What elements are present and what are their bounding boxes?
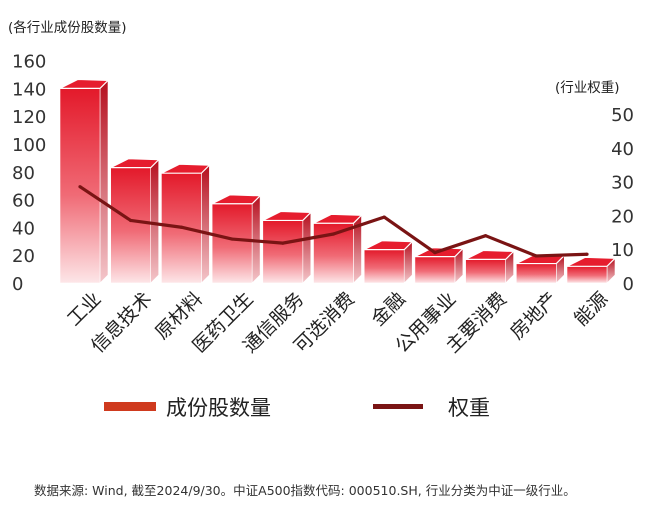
- line-point-6: [382, 215, 386, 219]
- bar-top-6: [363, 240, 414, 251]
- left-tick-3: 60: [12, 191, 35, 212]
- bar-side-2: [201, 164, 210, 284]
- bar-top-1: [110, 158, 161, 169]
- line-point-0: [78, 185, 82, 189]
- bar-front-1: [110, 167, 151, 284]
- left-tick-2: 40: [12, 218, 35, 239]
- bar-top-3: [211, 194, 262, 205]
- bar-side-1: [150, 158, 159, 284]
- bar-top-0: [59, 78, 110, 90]
- left-tick-4: 80: [12, 163, 35, 184]
- line-point-1: [129, 218, 133, 223]
- footnote: 数据来源: Wind, 截至2024/9/30。中证A500指数代码: 0005…: [34, 483, 576, 498]
- left-tick-5: 100: [12, 135, 46, 156]
- bar-8: [465, 249, 516, 284]
- bar-series: [59, 78, 617, 284]
- bar-0: [59, 78, 110, 284]
- legend-bar-label: 成份股数量: [166, 396, 271, 420]
- bar-front-9: [515, 263, 557, 284]
- legend-line-label: 权重: [448, 396, 490, 420]
- bar-top-4: [262, 210, 313, 222]
- right-tick-0: 0: [623, 274, 634, 295]
- line-point-3: [230, 237, 234, 241]
- left-tick-7: 140: [12, 79, 46, 100]
- bar-2: [161, 163, 211, 284]
- bar-front-4: [262, 220, 304, 284]
- line-point-2: [179, 225, 183, 229]
- bar-front-3: [211, 203, 253, 284]
- category-label-9: 房地产: [506, 288, 562, 344]
- line-point-10: [585, 252, 589, 256]
- bar-front-7: [414, 256, 456, 284]
- line-point-5: [331, 232, 336, 236]
- bar-3: [211, 194, 262, 284]
- bar-top-2: [161, 163, 211, 174]
- left-axis-label: (各行业成份股数量): [8, 20, 127, 36]
- right-tick-5: 50: [611, 105, 634, 126]
- bar-front-6: [363, 249, 405, 284]
- right-tick-3: 30: [611, 173, 634, 194]
- right-tick-4: 40: [611, 139, 634, 160]
- bar-top-8: [465, 249, 516, 260]
- bar-side-0: [99, 79, 109, 284]
- line-series: [78, 185, 589, 258]
- left-tick-8: 160: [12, 52, 46, 73]
- category-label-6: 金融: [367, 288, 409, 330]
- line-point-9: [534, 254, 538, 258]
- right-axis-label: (行业权重): [555, 79, 620, 96]
- line-point-4: [281, 241, 285, 245]
- bar-6: [363, 240, 414, 284]
- line-point-7: [433, 250, 437, 255]
- left-tick-0: 0: [12, 274, 23, 295]
- category-label-0: 工业: [63, 288, 105, 330]
- bar-front-5: [313, 222, 354, 284]
- bar-side-4: [302, 211, 312, 284]
- left-tick-1: 20: [12, 246, 35, 267]
- bar-top-10: [566, 256, 617, 267]
- chart: (各行业成份股数量) (行业权重) 020406080100120140160 …: [8, 20, 634, 420]
- bar-4: [262, 210, 313, 284]
- legend: 成份股数量 权重: [104, 396, 490, 420]
- bar-5: [313, 213, 363, 284]
- bar-top-5: [313, 213, 363, 224]
- right-tick-1: 10: [611, 240, 634, 261]
- right-tick-2: 20: [611, 206, 634, 227]
- bar-9: [515, 253, 566, 284]
- bar-front-10: [566, 266, 608, 284]
- line-point-8: [484, 234, 488, 238]
- left-axis-ticks: 0 20 40 60 80 100 120 140 160: [12, 52, 46, 295]
- left-tick-6: 120: [12, 107, 46, 128]
- legend-bar-swatch: [104, 402, 156, 411]
- bar-1: [110, 158, 161, 284]
- legend-line-swatch: [373, 404, 423, 409]
- bar-10: [566, 256, 617, 284]
- bar-front-8: [465, 259, 506, 284]
- category-label-10: 能源: [570, 288, 612, 330]
- right-axis-ticks: 0 10 20 30 40 50: [611, 105, 634, 295]
